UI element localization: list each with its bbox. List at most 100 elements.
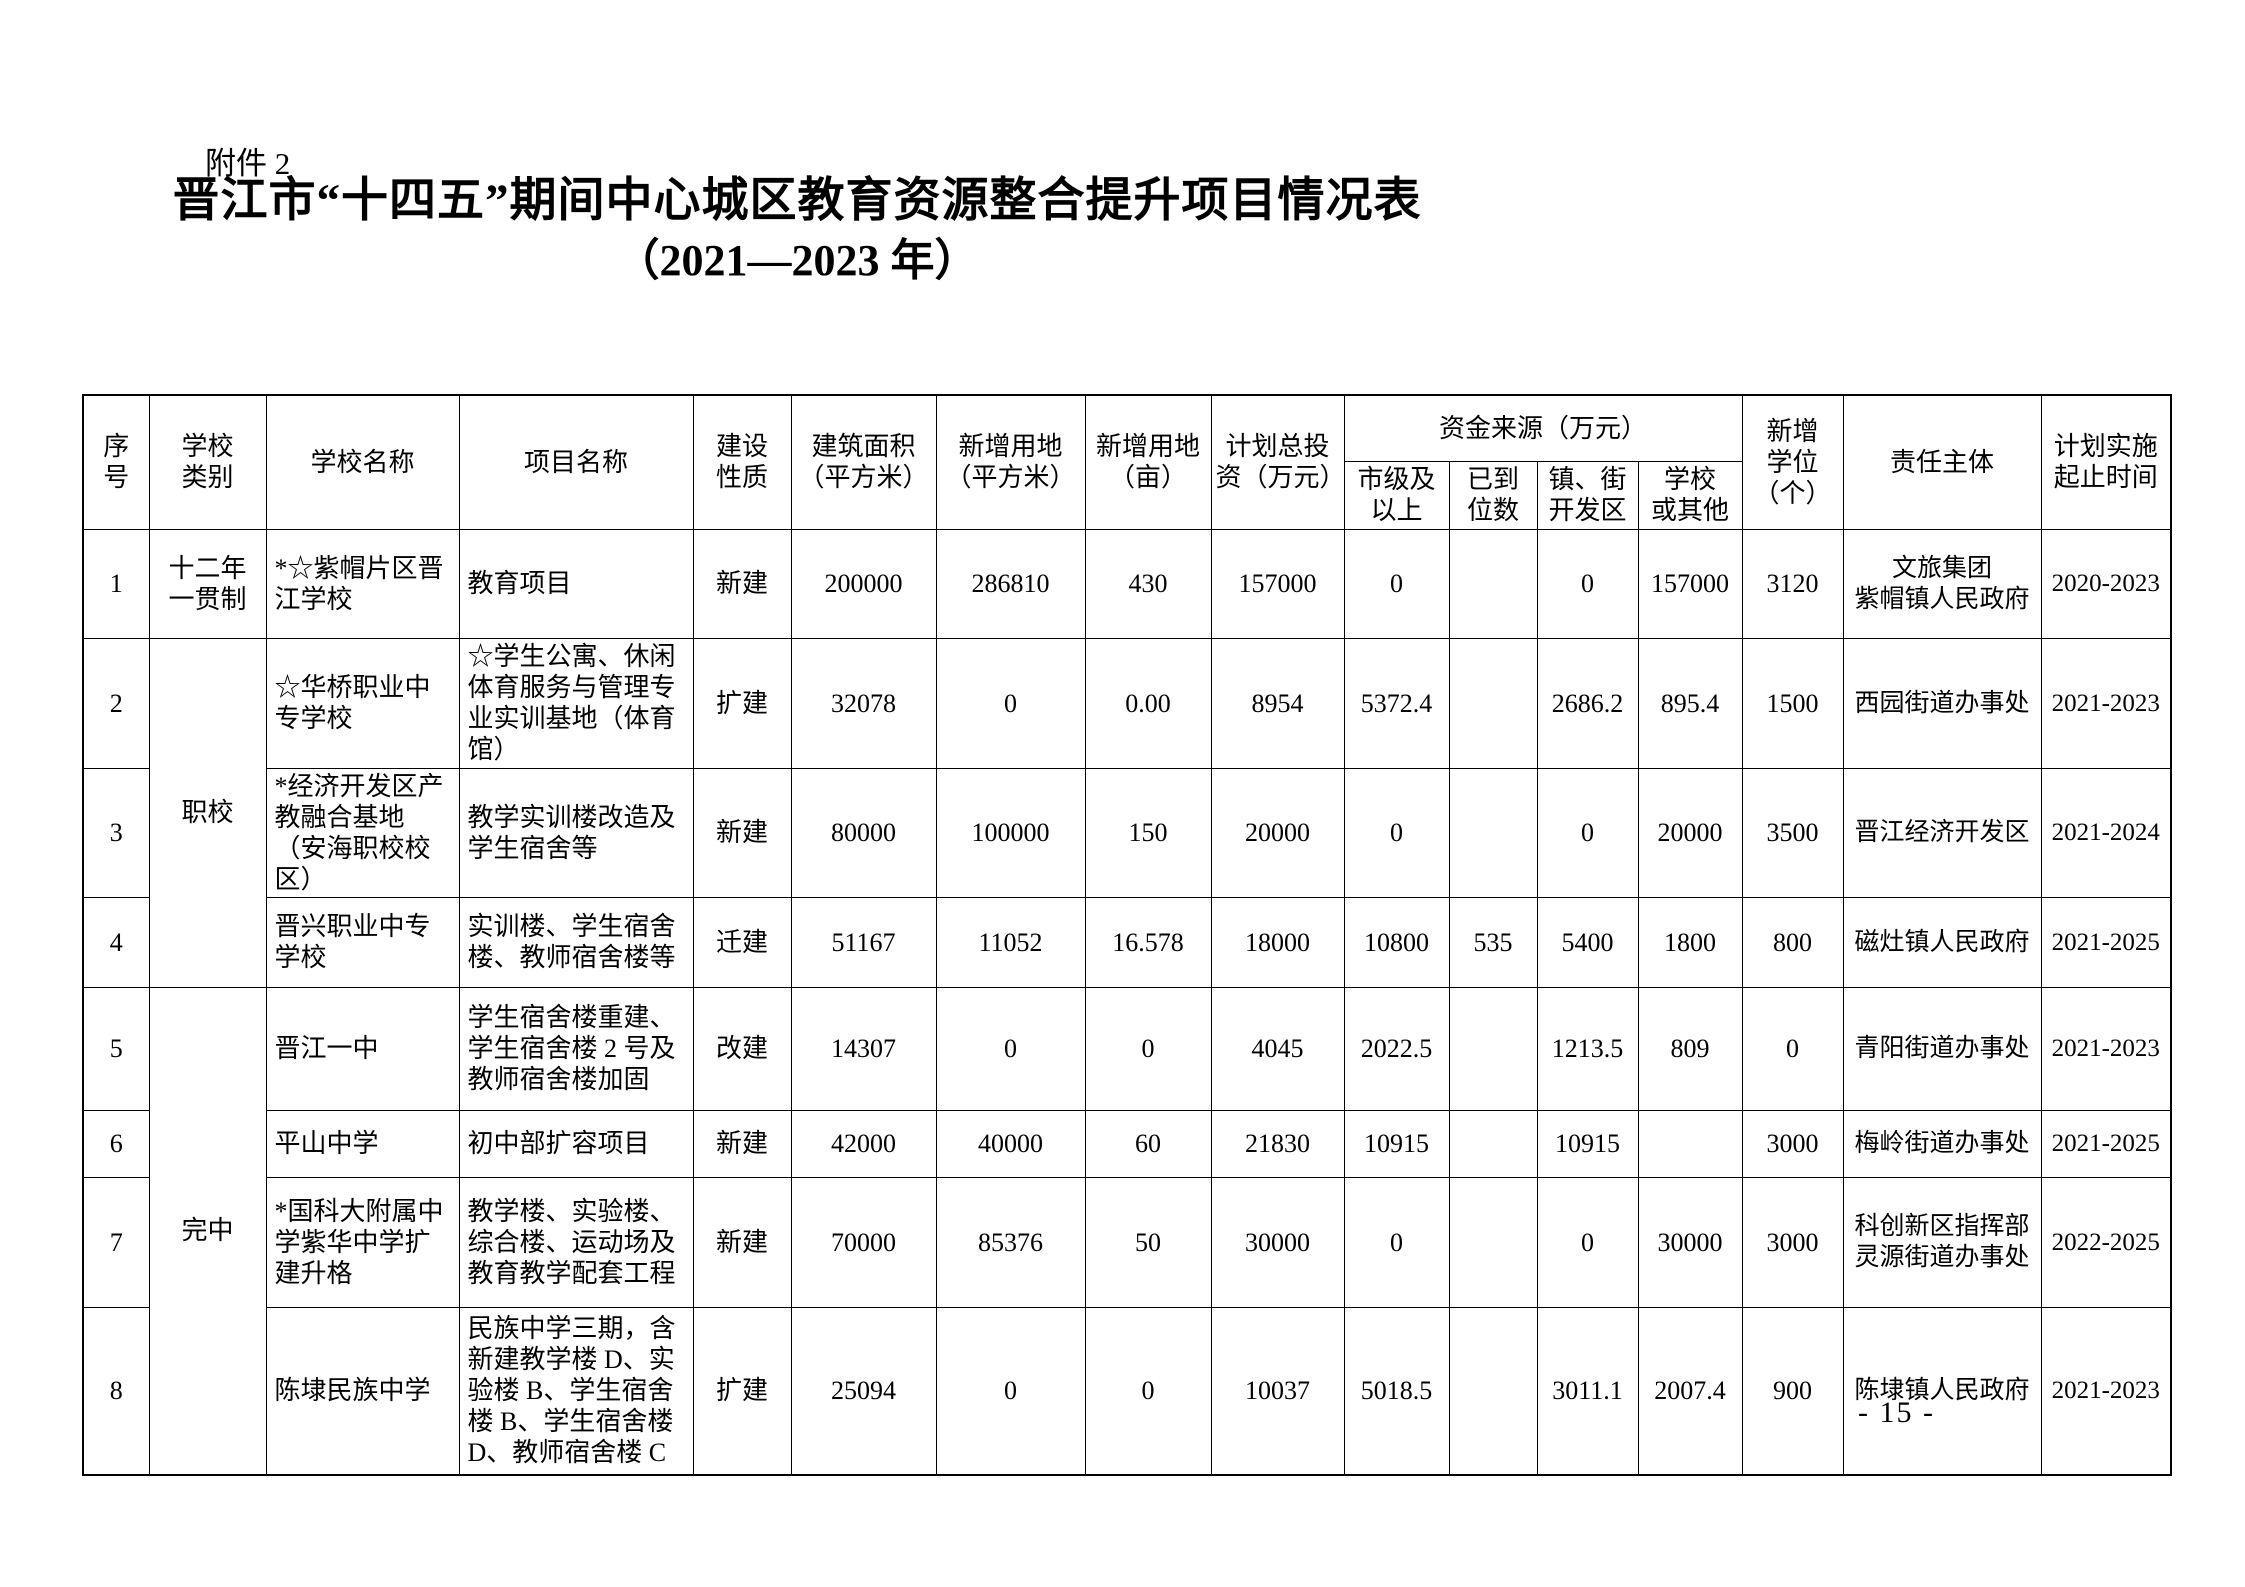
cell-seq: 7 <box>82 1176 150 1308</box>
col-header-area: 建筑面积 （平方米） <box>790 394 937 530</box>
header-row-2: 市级及 以上 已到 位数 镇、街 开发区 学校 或其他 <box>83 460 2171 530</box>
cell-seats: 0 <box>1741 986 1844 1111</box>
attachment-label: 附件 2 <box>205 146 291 181</box>
cell-nature: 扩建 <box>692 1306 792 1476</box>
cell-investment: 18000 <box>1210 896 1345 988</box>
cell-seats: 3500 <box>1741 767 1844 898</box>
cell-responsible: 梅岭街道办事处 <box>1842 1109 2042 1178</box>
table-row: 6 平山中学 初中部扩容项目 新建 42000 40000 60 21830 1… <box>82 1109 2172 1178</box>
cell-nature: 改建 <box>692 986 792 1111</box>
col-header-project: 项目名称 <box>458 394 694 530</box>
cell-project: 教育项目 <box>458 528 694 639</box>
cell-period: 2022-2025 <box>2040 1176 2172 1308</box>
cell-funding-inplace <box>1448 767 1538 898</box>
table-row: 4 晋兴职业中专学校 实训楼、学生宿舍楼、教师宿舍楼等 迁建 51167 110… <box>82 896 2172 988</box>
cell-land-sqm: 11052 <box>935 896 1086 988</box>
cell-funding-city: 10800 <box>1343 896 1450 988</box>
cell-area: 200000 <box>790 528 937 639</box>
cell-area: 51167 <box>790 896 937 988</box>
cell-funding-inplace <box>1448 1109 1538 1178</box>
col-header-funding-school: 学校 或其他 <box>1637 460 1743 530</box>
cell-funding-school: 809 <box>1637 986 1743 1111</box>
cell-investment: 10037 <box>1210 1306 1345 1476</box>
cell-seats: 3000 <box>1741 1109 1844 1178</box>
cell-nature: 新建 <box>692 1109 792 1178</box>
cell-responsible: 晋江经济开发区 <box>1842 767 2042 898</box>
col-header-period: 计划实施 起止时间 <box>2040 394 2172 530</box>
cell-nature: 新建 <box>692 1176 792 1308</box>
cell-land-sqm: 286810 <box>935 528 1086 639</box>
table-row: 7 *国科大附属中学紫华中学扩建升格 教学楼、实验楼、综合楼、运动场及教育教学配… <box>82 1176 2172 1308</box>
col-header-investment: 计划总投 资（万元） <box>1210 394 1345 530</box>
cell-funding-town: 1213.5 <box>1536 986 1639 1111</box>
cell-land-mu: 150 <box>1084 767 1212 898</box>
col-header-seats: 新增 学位 （个） <box>1741 394 1844 530</box>
doc-title: 晋江市“十四五”期间中心城区教育资源整合提升项目情况表 （2021—2023 年… <box>0 170 1594 290</box>
cell-seq: 8 <box>82 1306 150 1476</box>
cell-seq: 3 <box>82 767 150 898</box>
cell-land-mu: 0.00 <box>1084 637 1212 769</box>
cell-period: 2020-2023 <box>2040 528 2172 639</box>
cell-funding-school: 30000 <box>1637 1176 1743 1308</box>
col-header-responsible: 责任主体 <box>1842 394 2042 530</box>
cell-area: 25094 <box>790 1306 937 1476</box>
col-header-land-sqm: 新增用地 （平方米） <box>935 394 1086 530</box>
cell-investment: 20000 <box>1210 767 1345 898</box>
cell-area: 32078 <box>790 637 937 769</box>
cell-seats: 800 <box>1741 896 1844 988</box>
cell-investment: 4045 <box>1210 986 1345 1111</box>
cell-nature: 新建 <box>692 767 792 898</box>
cell-school: 晋江一中 <box>265 986 460 1111</box>
col-header-land-mu: 新增用地 （亩） <box>1084 394 1212 530</box>
cell-funding-inplace <box>1448 1306 1538 1476</box>
cell-period: 2021-2023 <box>2040 637 2172 769</box>
col-header-nature: 建设 性质 <box>692 394 792 530</box>
cell-seats: 3000 <box>1741 1176 1844 1308</box>
cell-land-sqm: 0 <box>935 1306 1086 1476</box>
cell-funding-town: 0 <box>1536 767 1639 898</box>
col-header-funding-town: 镇、街 开发区 <box>1536 460 1639 530</box>
cell-funding-town: 2686.2 <box>1536 637 1639 769</box>
cell-funding-inplace <box>1448 637 1538 769</box>
cell-funding-school: 1800 <box>1637 896 1743 988</box>
cell-school: ☆华桥职业中专学校 <box>265 637 460 769</box>
cell-period: 2021-2025 <box>2040 1109 2172 1178</box>
cell-seats: 1500 <box>1741 637 1844 769</box>
cell-seats: 3120 <box>1741 528 1844 639</box>
cell-seq: 1 <box>82 528 150 639</box>
cell-project: 实训楼、学生宿舍楼、教师宿舍楼等 <box>458 896 694 988</box>
cell-land-mu: 60 <box>1084 1109 1212 1178</box>
cell-funding-town: 3011.1 <box>1536 1306 1639 1476</box>
cell-school: *经济开发区产教融合基地（安海职校校区） <box>265 767 460 898</box>
cell-land-mu: 430 <box>1084 528 1212 639</box>
cell-funding-school: 2007.4 <box>1637 1306 1743 1476</box>
cell-category: 十二年 一贯制 <box>148 528 267 639</box>
cell-seq: 5 <box>82 986 150 1111</box>
table-row: 5 完中 晋江一中 学生宿舍楼重建、学生宿舍楼 2 号及教师宿舍楼加固 改建 1… <box>82 986 2172 1476</box>
cell-funding-city: 0 <box>1343 1176 1450 1308</box>
cell-period: 2021-2023 <box>2040 986 2172 1111</box>
col-header-funding-group: 资金来源（万元） <box>1343 394 1743 462</box>
cell-responsible: 科创新区指挥部 灵源街道办事处 <box>1842 1176 2042 1308</box>
cell-funding-school: 895.4 <box>1637 637 1743 769</box>
col-header-funding-inplace: 已到 位数 <box>1448 460 1538 530</box>
cell-responsible: 西园街道办事处 <box>1842 637 2042 769</box>
cell-land-sqm: 0 <box>935 986 1086 1111</box>
cell-funding-school: 157000 <box>1637 528 1743 639</box>
cell-school: 陈埭民族中学 <box>265 1306 460 1476</box>
cell-land-mu: 50 <box>1084 1176 1212 1308</box>
doc-title-line2: （2021—2023 年） <box>615 236 979 285</box>
cell-funding-inplace <box>1448 528 1538 639</box>
cell-investment: 30000 <box>1210 1176 1345 1308</box>
cell-funding-city: 5018.5 <box>1343 1306 1450 1476</box>
cell-seq: 6 <box>82 1109 150 1178</box>
cell-project: 初中部扩容项目 <box>458 1109 694 1178</box>
cell-project: 教学楼、实验楼、综合楼、运动场及教育教学配套工程 <box>458 1176 694 1308</box>
cell-land-mu: 0 <box>1084 986 1212 1111</box>
cell-funding-city: 0 <box>1343 767 1450 898</box>
col-header-funding-city: 市级及 以上 <box>1343 460 1450 530</box>
cell-investment: 157000 <box>1210 528 1345 639</box>
cell-funding-inplace: 535 <box>1448 896 1538 988</box>
cell-responsible: 青阳街道办事处 <box>1842 986 2042 1111</box>
